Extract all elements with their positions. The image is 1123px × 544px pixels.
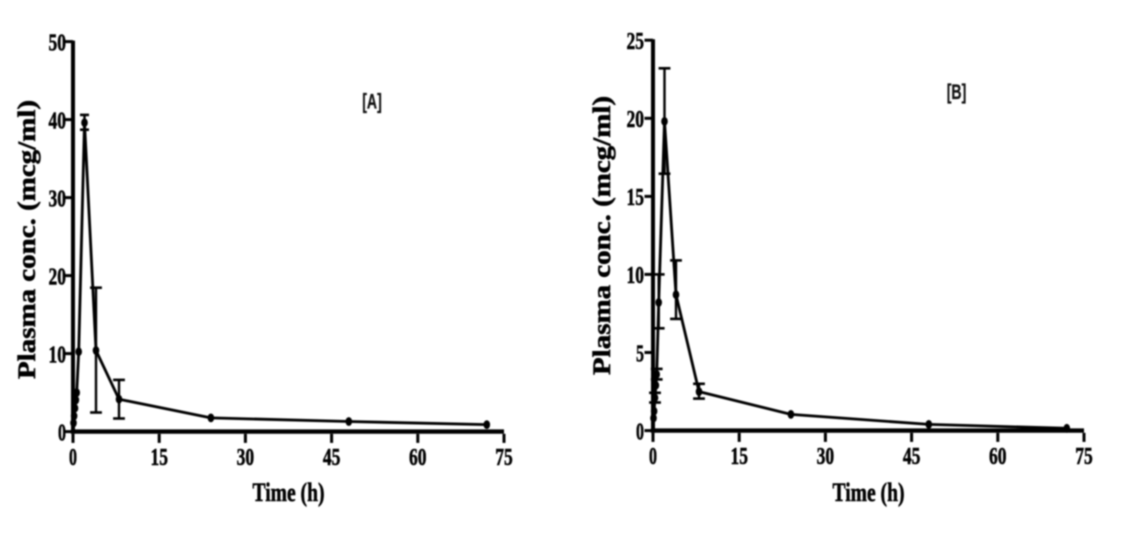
svg-text:Plasma conc. (mcg/ml): Plasma conc. (mcg/ml) bbox=[14, 100, 41, 379]
svg-text:60: 60 bbox=[409, 444, 427, 471]
svg-text:30: 30 bbox=[237, 444, 255, 471]
svg-text:10: 10 bbox=[627, 262, 645, 289]
svg-text:[A]: [A] bbox=[362, 91, 382, 114]
svg-text:15: 15 bbox=[627, 184, 645, 211]
svg-text:0: 0 bbox=[69, 444, 77, 471]
svg-text:5: 5 bbox=[636, 340, 644, 367]
svg-text:25: 25 bbox=[627, 28, 645, 55]
svg-text:15: 15 bbox=[730, 443, 748, 470]
svg-text:60: 60 bbox=[989, 443, 1007, 470]
svg-text:20: 20 bbox=[627, 106, 645, 133]
svg-text:Time (h): Time (h) bbox=[253, 478, 325, 507]
svg-text:45: 45 bbox=[903, 443, 921, 470]
svg-text:30: 30 bbox=[49, 185, 67, 212]
svg-text:50: 50 bbox=[49, 29, 67, 56]
svg-text:45: 45 bbox=[323, 444, 341, 471]
svg-text:75: 75 bbox=[1075, 443, 1093, 470]
svg-text:75: 75 bbox=[495, 444, 513, 471]
svg-text:40: 40 bbox=[49, 107, 67, 134]
svg-text:[B]: [B] bbox=[947, 81, 967, 104]
svg-text:Plasma conc. (mcg/ml): Plasma conc. (mcg/ml) bbox=[589, 96, 616, 375]
svg-text:0: 0 bbox=[636, 418, 644, 445]
svg-text:0: 0 bbox=[649, 443, 657, 470]
svg-text:15: 15 bbox=[150, 444, 168, 471]
svg-text:Time (h): Time (h) bbox=[833, 478, 905, 507]
svg-text:20: 20 bbox=[49, 263, 67, 290]
svg-text:0: 0 bbox=[58, 419, 66, 446]
svg-text:30: 30 bbox=[817, 443, 835, 470]
svg-text:10: 10 bbox=[49, 341, 67, 368]
